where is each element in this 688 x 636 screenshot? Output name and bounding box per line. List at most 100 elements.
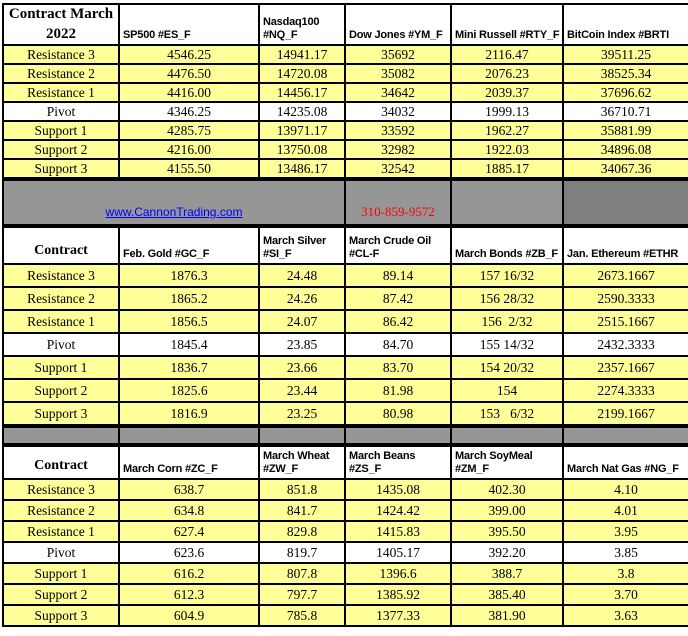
value-cell: 1836.7 — [118, 355, 260, 380]
row-label: Support 3 — [2, 158, 120, 179]
value-cell: 35692 — [344, 44, 452, 65]
value-cell: 402.30 — [450, 478, 564, 501]
value-cell: 4.10 — [562, 478, 688, 501]
separator-cell — [258, 426, 346, 445]
value-cell: 2515.1667 — [562, 309, 688, 334]
row-label: Support 2 — [2, 583, 120, 606]
value-cell: 34032 — [344, 101, 452, 122]
separator-cell — [2, 426, 120, 445]
phone-number: 310-859-9572 — [361, 204, 435, 219]
row-label: Resistance 1 — [2, 309, 120, 334]
value-cell: 2432.3333 — [562, 332, 688, 357]
value-cell: 829.8 — [258, 520, 346, 543]
metals-energy-pivot-table: Contract Feb. Gold #GC_F March Silver #SI_… — [2, 226, 688, 426]
value-cell: 2673.1667 — [562, 263, 688, 288]
banner-link-cell: www.CannonTrading.com — [1, 179, 347, 226]
value-cell: 84.70 — [344, 332, 452, 357]
value-cell: 32982 — [344, 139, 452, 160]
column-header: March Silver #SI_F — [258, 226, 346, 265]
value-cell: 36710.71 — [562, 101, 688, 122]
value-cell: 1424.42 — [344, 499, 452, 522]
value-cell: 634.8 — [118, 499, 260, 522]
value-cell: 623.6 — [118, 541, 260, 564]
value-cell: 87.42 — [344, 286, 452, 311]
separator-cell — [450, 426, 564, 445]
value-cell: 14235.08 — [258, 101, 346, 122]
value-cell: 785.8 — [258, 604, 346, 627]
table-corner-label: Contract — [2, 226, 120, 265]
column-header: March SoyMeal #ZM_F — [450, 445, 564, 480]
value-cell: 156 2/32 — [450, 309, 564, 334]
value-cell: 81.98 — [344, 378, 452, 403]
value-cell: 1845.4 — [118, 332, 260, 357]
value-cell: 1415.83 — [344, 520, 452, 543]
separator-cell — [344, 426, 452, 445]
value-cell: 2590.3333 — [562, 286, 688, 311]
value-cell: 14456.17 — [258, 82, 346, 103]
value-cell: 157 16/32 — [450, 263, 564, 288]
value-cell: 1396.6 — [344, 562, 452, 585]
separator-cell — [562, 426, 688, 445]
value-cell: 395.50 — [450, 520, 564, 543]
value-cell: 1865.2 — [118, 286, 260, 311]
value-cell: 2199.1667 — [562, 401, 688, 426]
value-cell: 23.44 — [258, 378, 346, 403]
value-cell: 392.20 — [450, 541, 564, 564]
equities-pivot-table: Contract March 2022 SP500 #ES_F Nasdaq100 … — [2, 3, 688, 179]
value-cell: 38525.34 — [562, 63, 688, 84]
value-cell: 1856.5 — [118, 309, 260, 334]
row-label: Resistance 3 — [2, 263, 120, 288]
value-cell: 4155.50 — [118, 158, 260, 179]
value-cell: 381.90 — [450, 604, 564, 627]
table-corner-label: Contract March 2022 — [2, 3, 120, 46]
value-cell: 35082 — [344, 63, 452, 84]
row-label: Pivot — [2, 541, 120, 564]
value-cell: 3.70 — [562, 583, 688, 606]
row-label: Resistance 2 — [2, 286, 120, 311]
value-cell: 1816.9 — [118, 401, 260, 426]
value-cell: 627.4 — [118, 520, 260, 543]
row-label: Support 1 — [2, 562, 120, 585]
value-cell: 841.7 — [258, 499, 346, 522]
column-header: March Wheat #ZW_F — [258, 445, 346, 480]
value-cell: 2039.37 — [450, 82, 564, 103]
value-cell: 2274.3333 — [562, 378, 688, 403]
column-header: March Bonds #ZB_F — [450, 226, 564, 265]
value-cell: 14941.17 — [258, 44, 346, 65]
column-header: Mini Russell #RTY_F — [450, 3, 564, 46]
row-label: Resistance 3 — [2, 478, 120, 501]
value-cell: 2076.23 — [450, 63, 564, 84]
value-cell: 1377.33 — [344, 604, 452, 627]
row-label: Resistance 1 — [2, 82, 120, 103]
value-cell: 3.63 — [562, 604, 688, 627]
column-header: BitCoin Index #BRTI — [562, 3, 688, 46]
value-cell: 83.70 — [344, 355, 452, 380]
column-header: March Corn #ZC_F — [118, 445, 260, 480]
value-cell: 4346.25 — [118, 101, 260, 122]
value-cell: 851.8 — [258, 478, 346, 501]
value-cell: 86.42 — [344, 309, 452, 334]
value-cell: 616.2 — [118, 562, 260, 585]
value-cell: 154 20/32 — [450, 355, 564, 380]
column-header: March Crude Oil #CL-F — [344, 226, 452, 265]
banner-phone-cell: 310-859-9572 — [344, 179, 453, 226]
value-cell: 37696.62 — [562, 82, 688, 103]
row-label: Support 3 — [2, 401, 120, 426]
value-cell: 2116.47 — [450, 44, 564, 65]
value-cell: 604.9 — [118, 604, 260, 627]
column-header: SP500 #ES_F — [118, 3, 260, 46]
value-cell: 1885.17 — [450, 158, 564, 179]
banner-band: www.CannonTrading.com 310-859-9572 — [1, 179, 688, 226]
value-cell: 80.98 — [344, 401, 452, 426]
value-cell: 385.40 — [450, 583, 564, 606]
row-label: Support 1 — [2, 120, 120, 141]
value-cell: 23.66 — [258, 355, 346, 380]
value-cell: 1876.3 — [118, 263, 260, 288]
cannon-trading-link[interactable]: www.CannonTrading.com — [105, 205, 243, 219]
value-cell: 4546.25 — [118, 44, 260, 65]
separator-band — [2, 426, 688, 445]
value-cell: 1385.92 — [344, 583, 452, 606]
banner-dark-cell — [562, 179, 688, 226]
column-header: Nasdaq100 #NQ_F — [258, 3, 346, 46]
